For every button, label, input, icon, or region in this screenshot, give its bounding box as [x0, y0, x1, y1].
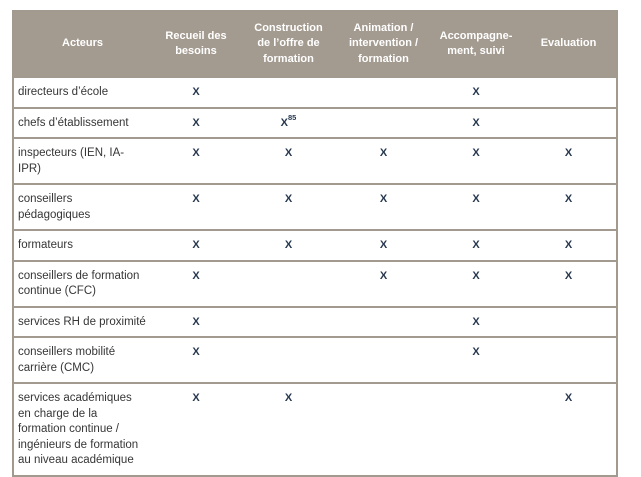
- empty-cell: [431, 383, 521, 477]
- empty-cell: [336, 383, 431, 477]
- table-row: conseillers de formation continue (CFC) X…: [13, 260, 617, 308]
- mark-cell: X: [151, 77, 241, 109]
- header-row: Acteurs Recueil des besoins Construction d…: [13, 11, 617, 79]
- table-row: inspecteurs (IEN, IA-IPR) X X X X X: [13, 138, 617, 186]
- empty-cell: [336, 337, 431, 385]
- empty-cell: [241, 77, 336, 109]
- mark-cell: X: [521, 383, 617, 477]
- empty-cell: [336, 77, 431, 109]
- mark-cell: X: [431, 260, 521, 308]
- empty-cell: [336, 107, 431, 140]
- empty-cell: [241, 260, 336, 308]
- mark-cell: X: [431, 230, 521, 262]
- actor-label: formateurs: [13, 230, 151, 262]
- table-row: directeurs d’école X X: [13, 77, 617, 109]
- actors-roles-table-container: Acteurs Recueil des besoins Construction d…: [12, 10, 618, 477]
- empty-cell: [241, 337, 336, 385]
- footnote-reference: 85: [288, 113, 297, 123]
- mark-cell: X: [431, 184, 521, 232]
- column-header: Recueil des besoins: [151, 11, 241, 79]
- mark-cell: X: [521, 138, 617, 186]
- mark-cell: X: [151, 184, 241, 232]
- table-row: services RH de proximité X X: [13, 306, 617, 339]
- column-header: Construction de l’offre de formation: [241, 11, 336, 79]
- mark-cell: X: [151, 230, 241, 262]
- mark-cell: X: [431, 77, 521, 109]
- actor-label: directeurs d’école: [13, 77, 151, 109]
- mark-cell: X: [336, 184, 431, 232]
- empty-cell: [336, 306, 431, 339]
- mark-cell: X: [431, 306, 521, 339]
- mark-cell: X: [336, 230, 431, 262]
- empty-cell: [241, 306, 336, 339]
- actor-label: services RH de proximité: [13, 306, 151, 339]
- mark-cell: X: [151, 383, 241, 477]
- actor-label: inspecteurs (IEN, IA-IPR): [13, 138, 151, 186]
- mark-cell: X: [431, 337, 521, 385]
- empty-cell: [521, 77, 617, 109]
- mark-cell: X: [521, 230, 617, 262]
- empty-cell: [521, 337, 617, 385]
- actor-label: chefs d’établissement: [13, 107, 151, 140]
- empty-cell: [521, 306, 617, 339]
- mark-cell: X: [151, 306, 241, 339]
- table-row: conseillers pédagogiques X X X X X: [13, 184, 617, 232]
- table-row: services académiques en charge de la for…: [13, 383, 617, 477]
- table-row: conseillers mobilité carrière (CMC) X X: [13, 337, 617, 385]
- actors-roles-table: Acteurs Recueil des besoins Construction d…: [12, 10, 618, 477]
- mark-cell: X85: [241, 107, 336, 140]
- mark-cell: X: [241, 230, 336, 262]
- table-row: chefs d’établissement X X85 X: [13, 107, 617, 140]
- mark-cell: X: [241, 184, 336, 232]
- column-header: Animation / intervention / formation: [336, 11, 431, 79]
- mark-cell: X: [521, 184, 617, 232]
- actor-label: conseillers pédagogiques: [13, 184, 151, 232]
- actor-label: conseillers mobilité carrière (CMC): [13, 337, 151, 385]
- mark-cell: X: [151, 260, 241, 308]
- mark-cell: X: [151, 107, 241, 140]
- mark-cell: X: [151, 337, 241, 385]
- mark-cell: X: [521, 260, 617, 308]
- mark-cell: X: [151, 138, 241, 186]
- table-header: Acteurs Recueil des besoins Construction d…: [13, 11, 617, 79]
- mark-cell: X: [241, 383, 336, 477]
- actor-label: services académiques en charge de la for…: [13, 383, 151, 477]
- mark-cell: X: [431, 107, 521, 140]
- mark-cell: X: [241, 138, 336, 186]
- column-header: Accompagne- ment, suivi: [431, 11, 521, 79]
- mark-cell: X: [336, 260, 431, 308]
- column-header: Evaluation: [521, 11, 617, 79]
- mark-cell: X: [431, 138, 521, 186]
- mark-cell: X: [336, 138, 431, 186]
- table-row: formateurs X X X X X: [13, 230, 617, 262]
- actor-label: conseillers de formation continue (CFC): [13, 260, 151, 308]
- column-header: Acteurs: [13, 11, 151, 79]
- empty-cell: [521, 107, 617, 140]
